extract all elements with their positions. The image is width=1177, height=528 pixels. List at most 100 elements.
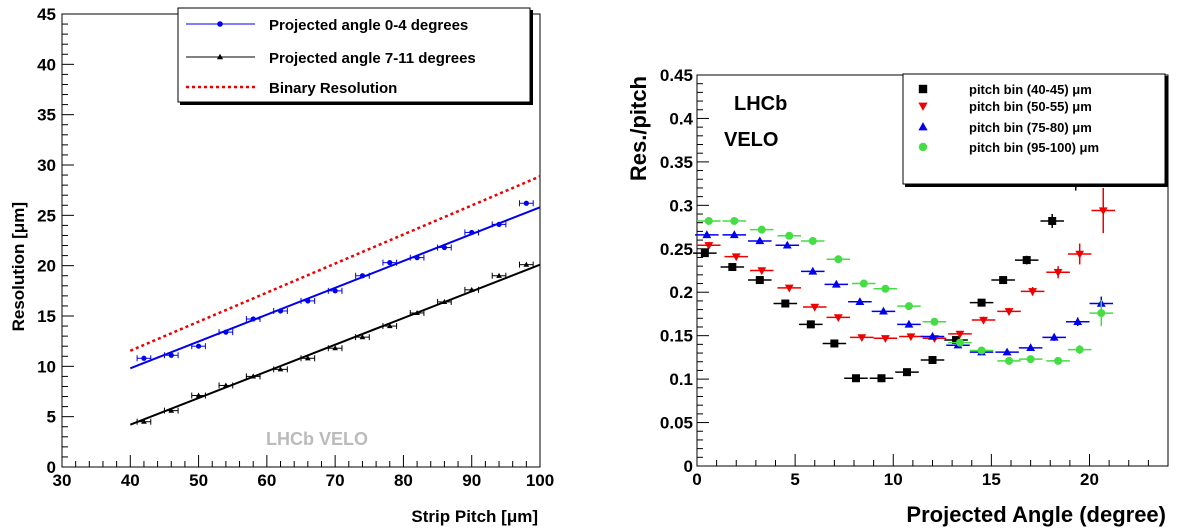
data-point [810, 303, 820, 312]
legend-box [902, 73, 1166, 185]
data-point [496, 272, 502, 278]
data-point [977, 346, 986, 355]
y-tick-label: 30 [37, 156, 56, 175]
data-point [414, 255, 420, 261]
data-point [702, 230, 712, 239]
y-tick-label: 15 [37, 307, 56, 326]
data-point [728, 263, 737, 272]
data-point [441, 298, 448, 304]
data-point [496, 221, 502, 227]
data-point [855, 297, 865, 305]
data-point [879, 306, 888, 315]
data-point [700, 249, 709, 258]
data-point [387, 260, 393, 266]
legend-shadow [1165, 76, 1168, 186]
data-point [359, 334, 366, 340]
data-point [468, 286, 475, 292]
legend-marker [918, 84, 928, 94]
data-point [757, 267, 767, 276]
legend-label: pitch bin (40-45) μm [969, 82, 1092, 97]
data-point [1002, 347, 1012, 356]
data-point [831, 279, 841, 288]
data-point [782, 240, 792, 249]
axes: 30 40 50 60 70 80 90 100 0 5 10 15 20 25 30 35 40 45 [37, 5, 554, 490]
data-point [704, 216, 713, 225]
legend-shadow [180, 102, 533, 105]
legend-marker [216, 53, 224, 60]
axes: 0 5 10 15 20 0 0.05 0.1 0.15 0.2 0.25 0.3 0.35 0.4 0.4… [660, 66, 1149, 489]
data-point [277, 308, 284, 314]
legend: Projected angle 0-4 degrees Projected ang… [177, 7, 533, 105]
data-point [999, 276, 1008, 285]
velo-annotation: VELO [724, 129, 778, 151]
data-point [1098, 207, 1108, 216]
data-point [834, 255, 843, 264]
data-point [305, 298, 311, 304]
data-point [1054, 356, 1063, 365]
y-tick-label: 0.2 [669, 283, 693, 302]
data-point [755, 236, 765, 245]
data-point [1005, 356, 1014, 365]
data-point [904, 302, 913, 311]
data-point [441, 244, 447, 251]
legend-marker [918, 122, 928, 131]
data-point [928, 331, 937, 340]
x-tick-label: 60 [257, 471, 276, 490]
data-point [979, 316, 988, 325]
data-point [902, 368, 911, 377]
data-point [250, 316, 256, 322]
x-tick-label: 10 [884, 470, 903, 489]
legend-shadow [530, 10, 533, 104]
legend-marker [918, 102, 928, 111]
data-point [785, 231, 794, 240]
x-tick-label: 20 [1080, 470, 1099, 489]
data-point [1075, 345, 1084, 354]
data-point [781, 299, 790, 308]
data-point [729, 230, 739, 239]
legend-marker [217, 21, 223, 27]
data-point [195, 392, 202, 398]
data-point [955, 330, 965, 339]
data-point [833, 314, 843, 323]
data-point [881, 284, 890, 293]
legend-label: Projected angle 0-4 degrees [269, 17, 468, 34]
data-point [1048, 216, 1057, 225]
y-tick-label: 0.35 [660, 153, 693, 172]
x-tick-label: 90 [462, 471, 481, 490]
data-point [1053, 269, 1063, 277]
data-point [928, 355, 937, 364]
data-point [930, 317, 939, 326]
data-point [332, 345, 339, 351]
data-point [877, 374, 886, 383]
data-point [808, 236, 817, 245]
legend-label: pitch bin (95-100) μm [969, 140, 1099, 155]
legend-marker [918, 142, 928, 152]
y-tick-label: 0.05 [660, 414, 693, 433]
data-point [168, 352, 174, 358]
y-tick-label: 20 [37, 257, 56, 276]
y-tick-label: 0.4 [669, 109, 693, 128]
plot-marks [129, 175, 541, 426]
binary-resolution-line [129, 175, 541, 352]
data-point [977, 298, 986, 307]
data-point [414, 309, 420, 316]
data-point [1049, 332, 1059, 341]
data-point [223, 329, 229, 335]
data-point [195, 343, 202, 349]
data-point [523, 200, 529, 206]
data-point [904, 319, 914, 328]
plot-marks [693, 169, 1116, 383]
data-point [731, 253, 741, 262]
y-tick-label: 0.45 [660, 66, 693, 85]
y-axis-label: Resolution [μm] [9, 202, 28, 331]
data-point [359, 273, 366, 279]
x-tick-label: 5 [790, 470, 799, 489]
data-point [730, 216, 739, 225]
data-point [806, 320, 815, 329]
data-point [168, 407, 175, 413]
x-axis-label: Projected Angle (degree) [906, 502, 1166, 527]
data-point [304, 355, 311, 361]
y-tick-label: 0.15 [660, 327, 693, 346]
legend-label: Binary Resolution [269, 80, 397, 97]
x-tick-label: 30 [53, 471, 72, 490]
